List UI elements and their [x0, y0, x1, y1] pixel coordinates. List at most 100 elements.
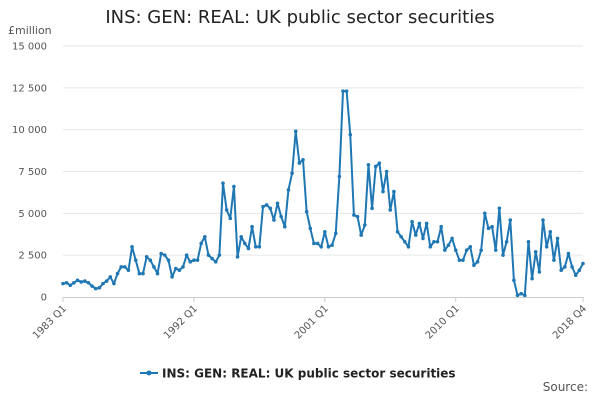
data-point — [217, 253, 222, 257]
data-point — [268, 206, 273, 211]
data-point — [246, 246, 251, 251]
data-point — [410, 219, 414, 224]
data-point — [133, 258, 138, 262]
data-point — [159, 251, 163, 256]
data-point — [497, 206, 502, 211]
data-point — [206, 253, 211, 257]
y-tick-label: 12 500 — [12, 83, 47, 94]
data-point — [261, 204, 265, 209]
data-point — [526, 239, 531, 244]
gridlines — [63, 45, 583, 256]
data-point — [381, 189, 385, 194]
data-point — [348, 132, 353, 137]
y-tick-label: 2 500 — [18, 251, 47, 262]
data-point — [64, 280, 69, 285]
data-point — [559, 268, 563, 273]
data-point — [184, 253, 189, 257]
data-point — [137, 271, 142, 276]
data-point — [366, 163, 371, 167]
data-point — [464, 248, 469, 252]
data-point — [199, 241, 203, 246]
x-tick-label: 2018 Q4 — [551, 303, 589, 341]
data-point — [537, 270, 542, 274]
data-point — [326, 245, 331, 249]
data-point — [97, 285, 102, 290]
data-point — [533, 250, 538, 254]
data-point — [224, 208, 229, 212]
data-point — [461, 258, 465, 262]
x-tick-label: 1983 Q1 — [31, 303, 69, 341]
source-label: Source: — [542, 380, 588, 394]
data-point — [446, 243, 451, 247]
data-point — [195, 258, 200, 262]
data-point — [552, 258, 556, 262]
data-point — [475, 260, 480, 264]
data-point — [439, 224, 443, 229]
data-point — [166, 258, 171, 262]
data-point — [315, 241, 320, 246]
data-point — [515, 293, 520, 298]
data-point — [566, 251, 571, 256]
data-point — [301, 157, 305, 162]
data-point — [573, 273, 578, 278]
data-point — [555, 236, 560, 241]
data-point — [61, 281, 65, 286]
data-point — [373, 164, 378, 169]
data-point — [432, 239, 436, 244]
data-point — [293, 129, 298, 134]
data-point — [403, 239, 407, 244]
legend[interactable]: INS: GEN: REAL: UK public sector securit… — [140, 367, 456, 381]
data-point — [312, 241, 316, 246]
data-point — [504, 239, 509, 244]
data-point — [290, 171, 294, 175]
data-point — [472, 263, 476, 268]
data-point — [192, 258, 196, 262]
data-point — [519, 291, 523, 296]
data-point — [493, 248, 498, 252]
data-point — [330, 243, 334, 247]
data-point — [130, 245, 134, 249]
data-point — [173, 266, 178, 271]
data-point — [388, 208, 393, 212]
data-point — [435, 239, 440, 244]
data-point — [83, 279, 87, 283]
data-point — [541, 218, 545, 222]
x-tick-label: 2010 Q1 — [424, 303, 462, 341]
data-point — [203, 234, 207, 239]
data-point — [115, 271, 120, 276]
data-point — [523, 293, 527, 298]
data-point — [141, 271, 145, 276]
chart-title: INS: GEN: REAL: UK public sector securit… — [105, 7, 495, 28]
x-tick-label: 1992 Q1 — [162, 303, 200, 341]
data-point — [512, 278, 516, 283]
data-point — [563, 265, 567, 269]
data-point — [490, 224, 494, 229]
data-point — [239, 234, 243, 239]
data-point — [232, 184, 236, 189]
data-point — [272, 218, 276, 222]
data-point — [457, 258, 462, 262]
legend-label: INS: GEN: REAL: UK public sector securit… — [162, 367, 456, 381]
data-point — [304, 209, 309, 214]
data-point — [177, 268, 182, 273]
data-point — [163, 253, 167, 257]
y-tick-label: 15 000 — [12, 42, 47, 53]
data-point — [548, 229, 553, 234]
data-point — [501, 253, 505, 257]
data-point — [424, 221, 429, 226]
data-point — [181, 265, 185, 269]
data-point — [508, 218, 513, 222]
data-point — [413, 233, 418, 237]
data-point — [355, 214, 360, 219]
data-point — [450, 236, 454, 241]
data-point — [384, 169, 389, 174]
data-point — [297, 161, 302, 165]
data-point — [170, 275, 174, 279]
data-point — [275, 201, 280, 206]
data-point — [123, 265, 127, 269]
data-point — [370, 206, 374, 211]
data-point — [341, 89, 345, 93]
data-point — [581, 261, 585, 266]
legend-marker — [146, 370, 152, 376]
